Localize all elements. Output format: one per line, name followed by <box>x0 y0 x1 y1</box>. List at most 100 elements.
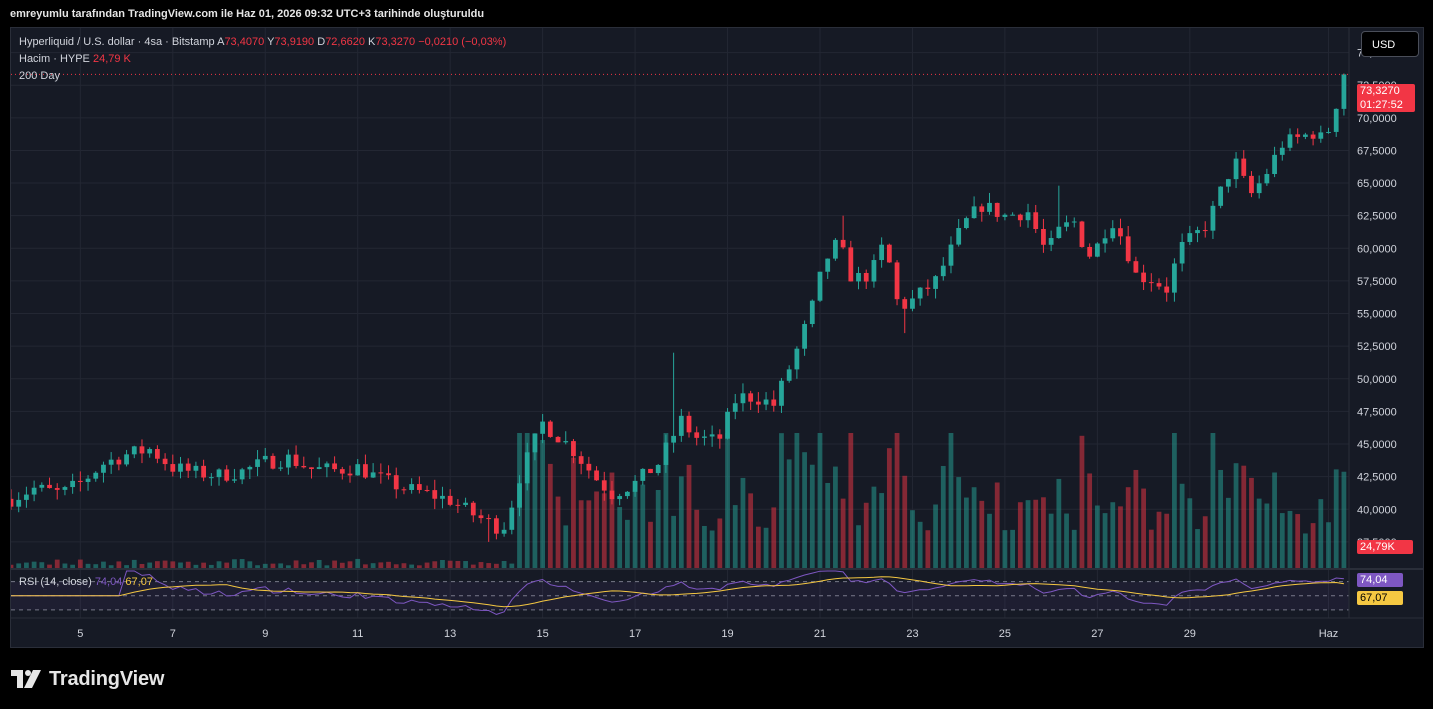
candle <box>871 254 877 288</box>
volume-bar <box>779 433 784 568</box>
candle <box>809 299 815 328</box>
candle-body <box>1249 175 1254 194</box>
volume-bar <box>617 507 623 568</box>
volume-bar <box>378 562 384 568</box>
candle <box>393 467 399 499</box>
volume-bar <box>363 564 368 568</box>
rsi-legend[interactable]: RSI (14, close) 74,04 67,07 <box>19 576 153 588</box>
candle <box>601 471 607 501</box>
candle-body <box>494 518 499 534</box>
low-value: 72,6620 <box>325 36 365 48</box>
candle-body <box>178 463 183 472</box>
candle-body <box>833 239 838 259</box>
candle <box>902 296 908 334</box>
candle <box>77 471 83 492</box>
currency-button[interactable]: USD <box>1361 31 1419 57</box>
candle <box>1156 278 1162 290</box>
candle <box>794 346 800 379</box>
volume-bar <box>470 564 476 568</box>
volume-bar <box>1118 506 1123 568</box>
candle-body <box>925 287 931 289</box>
candle-body <box>886 244 892 263</box>
y-tick-label: 70,0000 <box>1357 113 1397 125</box>
candle <box>1041 218 1046 253</box>
candle-body <box>1295 134 1301 137</box>
volume-bar <box>11 564 14 568</box>
chart-canvas[interactable]: 75,000072,500070,000067,500065,000062,50… <box>11 28 1423 647</box>
volume-bar <box>640 484 646 568</box>
candle-body <box>594 470 599 481</box>
candle-body <box>470 502 476 516</box>
volume-legend[interactable]: Hacim · HYPE 24,79 K <box>19 53 131 65</box>
candle-body <box>24 494 29 500</box>
candle-body <box>93 472 99 479</box>
candle-body <box>339 469 345 474</box>
candle-body <box>648 468 653 474</box>
candle <box>1287 128 1293 152</box>
candle-body <box>255 459 260 467</box>
candle-body <box>956 228 962 245</box>
volume-bar <box>185 561 191 568</box>
volume-bar <box>902 475 908 568</box>
candle-body <box>794 348 800 370</box>
candle <box>825 258 831 279</box>
ma-legend[interactable]: 200 Day <box>19 70 60 82</box>
volume-bar <box>601 493 607 568</box>
candle <box>1002 213 1008 221</box>
symbol-legend[interactable]: Hyperliquid / U.S. dollar · 4sa · Bitsta… <box>19 36 506 48</box>
candle-body <box>285 454 291 468</box>
candle-body <box>39 484 45 488</box>
candle-body <box>1218 186 1224 206</box>
volume-bar <box>293 560 299 568</box>
candle <box>1187 225 1193 245</box>
volume-bar <box>509 563 515 568</box>
y-tick-label: 52,5000 <box>1357 341 1397 353</box>
chart-frame[interactable]: 75,000072,500070,000067,500065,000062,50… <box>10 27 1424 648</box>
candle-body <box>755 401 761 405</box>
x-tick-label: 23 <box>906 628 918 640</box>
rsi-ma-line <box>11 576 1344 608</box>
candle <box>332 456 337 472</box>
candle <box>540 414 546 444</box>
candle <box>309 467 314 479</box>
candle <box>779 377 784 413</box>
candle-body <box>301 465 307 468</box>
volume-bar <box>910 510 915 568</box>
candle <box>1094 242 1100 258</box>
candle <box>1025 203 1031 228</box>
candle-body <box>786 369 792 381</box>
volume-bar <box>1210 433 1216 568</box>
candle-body <box>278 467 284 469</box>
candle <box>447 489 453 507</box>
candle <box>440 486 445 509</box>
candle-body <box>316 467 322 469</box>
candle <box>324 461 330 478</box>
volume-bar <box>440 559 445 568</box>
candle-body <box>632 480 638 492</box>
y-tick-label: 65,0000 <box>1357 178 1397 190</box>
volume-bar <box>709 530 715 568</box>
candle <box>54 483 60 500</box>
volume-bar <box>155 561 160 568</box>
open-value: 73,4070 <box>224 36 265 48</box>
candle-body <box>440 495 445 499</box>
candle <box>594 466 599 481</box>
candle <box>671 352 676 453</box>
candle-body <box>702 436 707 438</box>
candle-body <box>663 442 669 465</box>
tradingview-logo[interactable]: TradingView <box>11 668 164 690</box>
candle <box>1125 225 1131 264</box>
candle <box>1172 258 1177 302</box>
candle <box>1318 125 1324 143</box>
volume-bar <box>663 433 669 568</box>
volume-bar <box>732 505 738 568</box>
volume-bar <box>725 433 730 568</box>
candle <box>632 475 638 497</box>
candle-body <box>478 515 484 519</box>
volume-bar <box>871 486 877 568</box>
candle-body <box>401 489 407 491</box>
volume-bar <box>755 526 761 568</box>
volume-bar <box>108 565 114 568</box>
candle <box>1303 132 1308 140</box>
y-tick-label: 60,0000 <box>1357 243 1397 255</box>
